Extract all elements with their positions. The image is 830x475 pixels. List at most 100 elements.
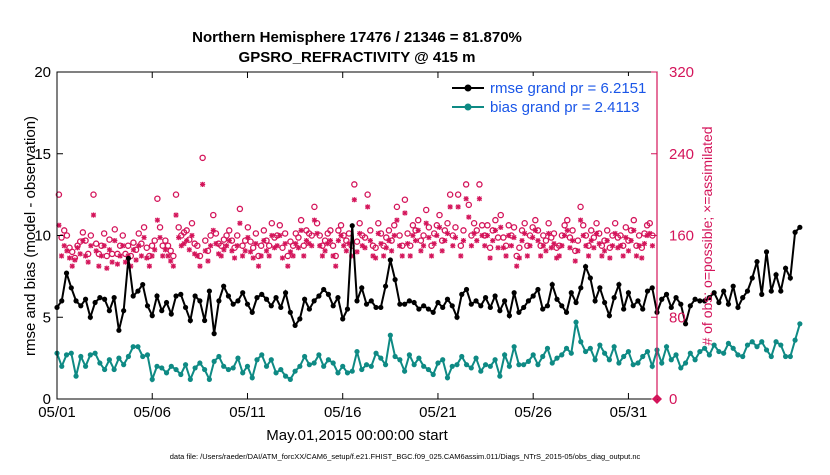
bias-point xyxy=(544,345,551,351)
obs-assimilated-stroke xyxy=(91,212,97,218)
rmse-point xyxy=(349,223,355,229)
obs-possible-point xyxy=(500,234,507,241)
obs-possible-point xyxy=(420,232,427,239)
bias-point xyxy=(206,376,212,382)
obs-possible-point xyxy=(409,222,417,229)
obs-assimilated-point xyxy=(80,238,86,244)
obs-possible-point xyxy=(68,248,76,256)
obs-assimilated-stroke xyxy=(359,243,365,249)
rmse-point xyxy=(478,303,484,309)
bias-point xyxy=(378,355,384,361)
rmse-point xyxy=(530,293,536,299)
bias-point xyxy=(59,363,65,369)
bias-point xyxy=(278,366,284,373)
obs-possible-point xyxy=(417,237,425,244)
rmse-point xyxy=(368,298,374,304)
obs-assimilated-stroke xyxy=(631,227,637,233)
obs-assimilated-stroke xyxy=(365,204,371,210)
obs-assimilated-point xyxy=(341,243,347,249)
obs-assimilated-stroke xyxy=(362,245,368,251)
rmse-point xyxy=(749,275,755,281)
obs-assimilated-stroke xyxy=(287,249,293,255)
obs-possible-point xyxy=(148,242,156,249)
obs-assimilated-point xyxy=(593,230,600,237)
obs-assimilated-stroke xyxy=(77,251,83,257)
obs-assimilated-point xyxy=(208,243,214,249)
obs-possible-point xyxy=(516,244,523,252)
rmse-point xyxy=(330,303,336,309)
obs-assimilated-stroke xyxy=(625,248,631,254)
obs-possible-point xyxy=(622,224,630,231)
bias-point xyxy=(230,365,236,371)
obs-possible-point xyxy=(383,234,390,241)
rmse-point xyxy=(121,308,127,314)
obs-assimilated-stroke xyxy=(548,245,554,251)
rmse-point xyxy=(202,317,208,324)
rmse-point xyxy=(206,288,212,294)
obs-assimilated-stroke xyxy=(503,253,509,259)
obs-assimilated-point xyxy=(386,238,392,244)
bias-point xyxy=(282,373,289,379)
obs-assimilated-point xyxy=(338,232,344,239)
bias-point xyxy=(768,353,774,360)
obs-assimilated-stroke xyxy=(319,253,325,259)
obs-possible-point xyxy=(569,227,576,234)
bias-point xyxy=(273,370,279,376)
obs-assimilated-point xyxy=(519,238,525,244)
obs-possible-point xyxy=(60,227,68,234)
obs-assimilated-stroke xyxy=(256,263,262,269)
obs-assimilated-stroke xyxy=(575,248,581,254)
obs-assimilated-point xyxy=(330,253,336,259)
obs-possible-point xyxy=(561,222,568,229)
obs-assimilated-stroke xyxy=(450,243,456,249)
bias-point xyxy=(568,350,574,356)
obs-assimilated-point xyxy=(178,243,184,249)
obs-assimilated-point xyxy=(402,210,408,216)
bias-point xyxy=(754,344,760,350)
obs-possible-point xyxy=(311,203,318,211)
obs-possible-point xyxy=(486,244,494,252)
rmse-point xyxy=(97,295,103,301)
rmse-point xyxy=(125,255,132,261)
bias-point xyxy=(263,363,270,369)
obs-assimilated-point xyxy=(88,243,94,249)
obs-assimilated-stroke xyxy=(341,243,347,249)
bias-point xyxy=(506,363,512,369)
obs-assimilated-point xyxy=(540,243,546,249)
obs-assimilated-point xyxy=(242,248,248,254)
obs-assimilated-point xyxy=(583,243,589,249)
obs-possible-point xyxy=(154,195,161,202)
obs-assimilated-point xyxy=(343,248,349,254)
obs-possible-point xyxy=(351,181,358,188)
rmse-point xyxy=(673,295,679,301)
obs-possible-point xyxy=(143,244,150,252)
obs-assimilated-stroke xyxy=(423,220,429,226)
obs-possible-point xyxy=(391,222,398,229)
obs-assimilated-point xyxy=(649,243,656,249)
obs-assimilated-stroke xyxy=(532,227,538,233)
obs-assimilated-stroke xyxy=(149,253,155,259)
obs-assimilated-stroke xyxy=(200,181,206,187)
bias-point xyxy=(773,339,779,345)
obs-assimilated-point xyxy=(428,253,435,259)
bias-point xyxy=(487,363,493,369)
obs-assimilated-point xyxy=(112,238,118,244)
obs-assimilated-point xyxy=(149,253,155,259)
rmse-point xyxy=(235,298,241,304)
bias-point xyxy=(554,355,560,361)
obs-possible-point xyxy=(183,227,190,234)
rmse-point xyxy=(563,309,570,315)
obs-assimilated-stroke xyxy=(546,230,552,236)
rmse-point xyxy=(259,291,265,297)
obs-assimilated-point xyxy=(93,248,99,254)
obs-assimilated-stroke xyxy=(96,263,102,269)
bias-point xyxy=(163,370,170,376)
bias-point xyxy=(740,353,746,360)
obs-assimilated-point xyxy=(588,238,594,244)
bias-point xyxy=(430,371,436,378)
obs-assimilated-point xyxy=(261,238,267,244)
rmse-point xyxy=(597,285,603,291)
bias-point xyxy=(454,362,460,368)
obs-assimilated-point xyxy=(434,232,440,239)
obs-assimilated-point xyxy=(82,253,89,259)
